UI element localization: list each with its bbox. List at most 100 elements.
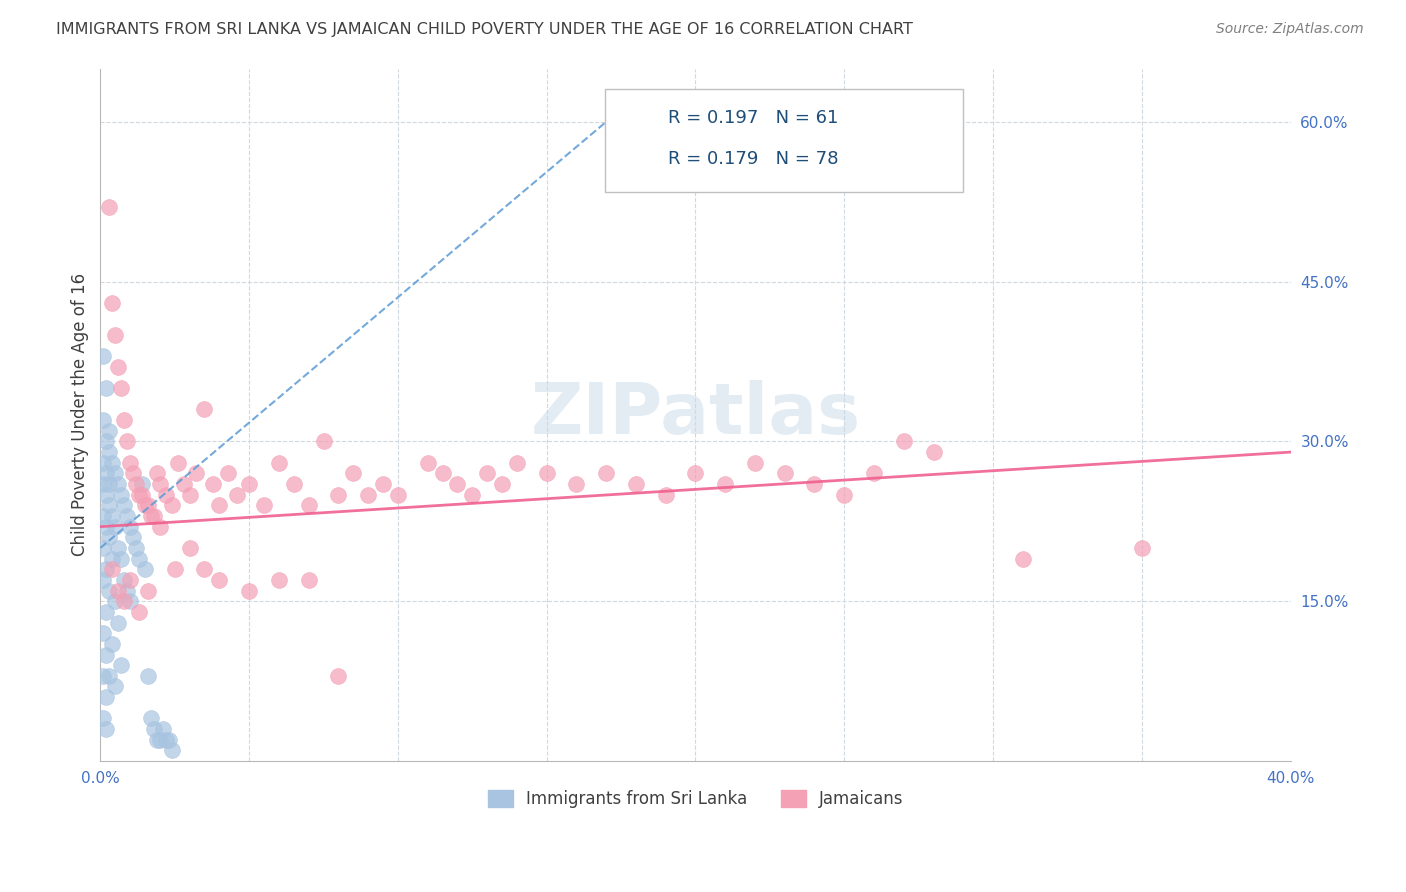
Point xyxy=(136,669,159,683)
Point xyxy=(149,732,172,747)
Point xyxy=(142,508,165,523)
Point xyxy=(96,605,118,619)
Point xyxy=(110,488,132,502)
Point xyxy=(101,562,124,576)
Point xyxy=(128,488,150,502)
Point xyxy=(253,499,276,513)
Point xyxy=(179,541,201,555)
Point xyxy=(107,477,129,491)
Point xyxy=(387,488,409,502)
Point xyxy=(134,499,156,513)
Point xyxy=(506,456,529,470)
Point xyxy=(120,456,142,470)
Point xyxy=(173,477,195,491)
Text: ZIPatlas: ZIPatlas xyxy=(530,380,860,450)
Point xyxy=(803,477,825,491)
Point xyxy=(122,467,145,481)
Point xyxy=(101,296,124,310)
Point xyxy=(107,583,129,598)
Text: R = 0.179   N = 78: R = 0.179 N = 78 xyxy=(668,150,838,168)
Text: Source: ZipAtlas.com: Source: ZipAtlas.com xyxy=(1216,22,1364,37)
Text: IMMIGRANTS FROM SRI LANKA VS JAMAICAN CHILD POVERTY UNDER THE AGE OF 16 CORRELAT: IMMIGRANTS FROM SRI LANKA VS JAMAICAN CH… xyxy=(56,22,912,37)
Point xyxy=(112,594,135,608)
Point xyxy=(91,456,114,470)
Point xyxy=(312,434,335,449)
Point xyxy=(773,467,796,481)
Point xyxy=(98,200,121,214)
Point xyxy=(96,467,118,481)
Point xyxy=(149,519,172,533)
Point xyxy=(491,477,513,491)
Point xyxy=(91,573,114,587)
Point xyxy=(91,508,114,523)
Point xyxy=(149,477,172,491)
Point xyxy=(146,732,169,747)
Point xyxy=(328,669,350,683)
Point xyxy=(134,562,156,576)
Point xyxy=(202,477,225,491)
Point xyxy=(155,732,177,747)
Point xyxy=(98,477,121,491)
Point xyxy=(142,722,165,736)
Point xyxy=(208,573,231,587)
Point xyxy=(104,467,127,481)
Point xyxy=(226,488,249,502)
Point xyxy=(565,477,588,491)
Point xyxy=(98,669,121,683)
Point xyxy=(1130,541,1153,555)
Point xyxy=(96,519,118,533)
Point xyxy=(217,467,239,481)
Point xyxy=(101,637,124,651)
Point xyxy=(91,711,114,725)
Point xyxy=(152,722,174,736)
Point xyxy=(238,583,260,598)
Point xyxy=(155,488,177,502)
Point xyxy=(107,359,129,374)
Text: R = 0.197   N = 61: R = 0.197 N = 61 xyxy=(668,109,838,127)
Point xyxy=(91,541,114,555)
Point xyxy=(267,573,290,587)
Point xyxy=(893,434,915,449)
Point xyxy=(714,477,737,491)
Point xyxy=(238,477,260,491)
Point xyxy=(115,434,138,449)
Point xyxy=(416,456,439,470)
Point xyxy=(96,648,118,662)
Legend: Immigrants from Sri Lanka, Jamaicans: Immigrants from Sri Lanka, Jamaicans xyxy=(481,783,910,815)
Point xyxy=(96,562,118,576)
Point xyxy=(104,327,127,342)
Point xyxy=(179,488,201,502)
Point xyxy=(328,488,350,502)
Point xyxy=(104,594,127,608)
Point xyxy=(131,488,153,502)
Point xyxy=(371,477,394,491)
Point xyxy=(128,551,150,566)
Point xyxy=(120,519,142,533)
Point xyxy=(125,477,148,491)
Point xyxy=(342,467,364,481)
Point xyxy=(283,477,305,491)
Point xyxy=(922,445,945,459)
Point xyxy=(267,456,290,470)
Point xyxy=(131,477,153,491)
Point xyxy=(1011,551,1033,566)
Point xyxy=(98,424,121,438)
Point xyxy=(96,381,118,395)
Point xyxy=(120,594,142,608)
Point xyxy=(98,530,121,544)
Point xyxy=(104,519,127,533)
Point xyxy=(91,626,114,640)
Point xyxy=(91,349,114,363)
Point xyxy=(832,488,855,502)
Point xyxy=(184,467,207,481)
Point xyxy=(157,732,180,747)
Point xyxy=(208,499,231,513)
Point xyxy=(595,467,617,481)
Point xyxy=(98,583,121,598)
Point xyxy=(104,680,127,694)
Point xyxy=(166,456,188,470)
Point xyxy=(101,508,124,523)
Point xyxy=(91,477,114,491)
Point xyxy=(122,530,145,544)
Point xyxy=(91,413,114,427)
